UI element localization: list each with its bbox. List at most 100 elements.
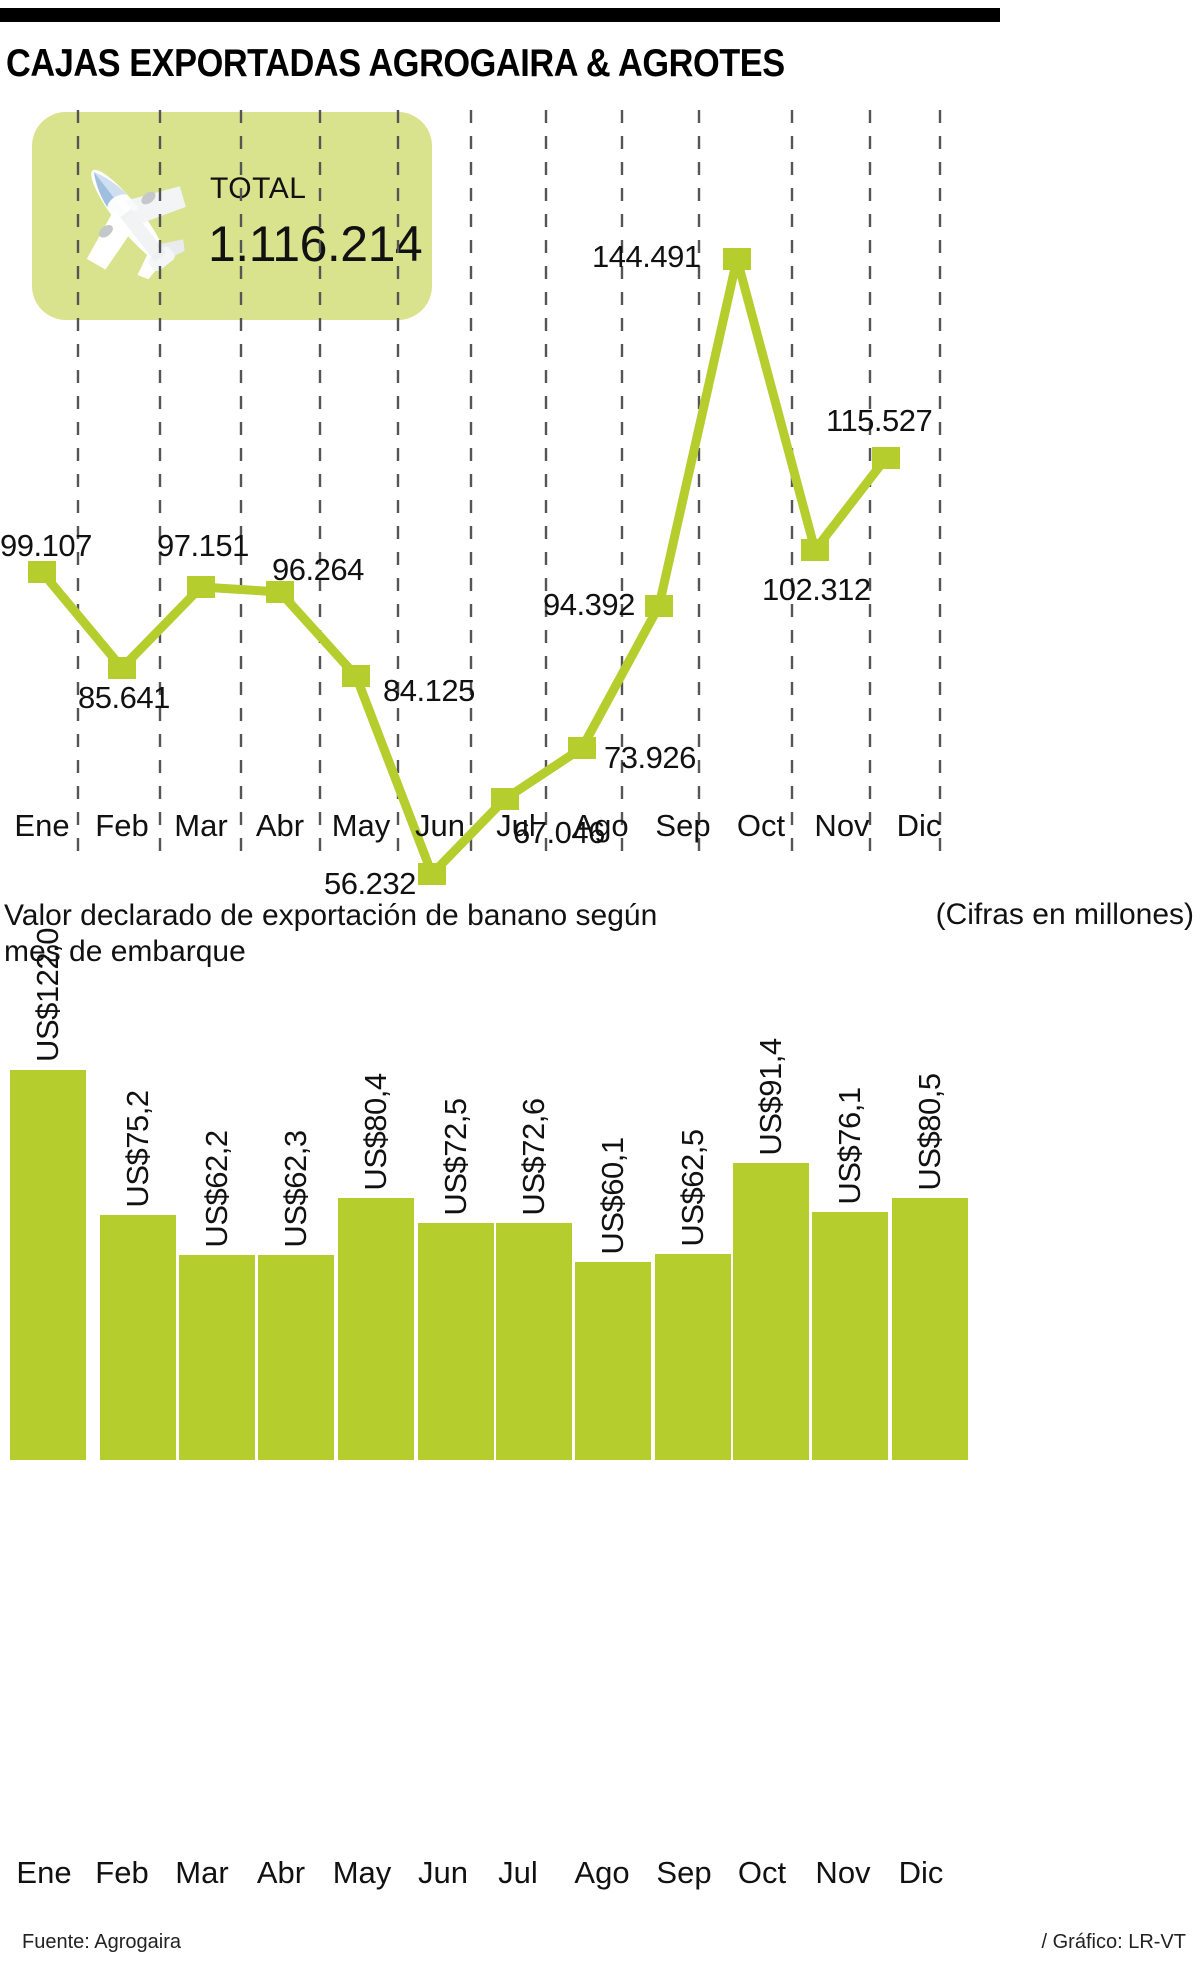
bar-rect xyxy=(655,1254,731,1460)
source-note: Fuente: Agrogaira xyxy=(22,1931,181,1953)
line-marker xyxy=(28,561,56,583)
bar-month-label-oct: Oct xyxy=(737,1855,787,1890)
month-label-oct: Oct xyxy=(736,808,786,843)
bar-month-label-mar: Mar xyxy=(175,1855,229,1890)
bar-month-label-feb: Feb xyxy=(95,1855,149,1890)
bar-value-label: US$75,2 xyxy=(120,1089,155,1208)
bar-column: US$76,1 xyxy=(812,1010,888,1460)
month-label-nov: Nov xyxy=(814,808,870,843)
bar-value-label: US$80,4 xyxy=(358,1072,393,1191)
bar-month-label-ago: Ago xyxy=(574,1855,630,1890)
bar-month-label-ene: Ene xyxy=(16,1855,72,1890)
month-label-abr: Abr xyxy=(255,808,305,843)
bar-chart-month-axis: Ene Feb Mar Abr May Jun Jul Ago Sep Oct Nov Dic xyxy=(0,1855,1200,1901)
bar-value-label: US$72,5 xyxy=(438,1097,473,1216)
bar-rect xyxy=(812,1212,888,1460)
bar-rect xyxy=(575,1262,651,1460)
credit-note: / Gráfico: LR-VT xyxy=(1041,1931,1186,1953)
bar-month-label-jul: Jul xyxy=(498,1855,538,1890)
bar-month-label-nov: Nov xyxy=(815,1855,871,1890)
bar-rect xyxy=(892,1198,968,1460)
line-data-label: 144.491 xyxy=(592,239,701,274)
bar-column: US$91,4 xyxy=(733,1010,809,1460)
bar-value-label: US$62,5 xyxy=(675,1128,710,1247)
bar-column: US$62,2 xyxy=(179,1010,255,1460)
line-marker xyxy=(342,665,370,687)
bar-rect xyxy=(10,1070,86,1460)
line-marker xyxy=(872,447,900,469)
bar-column: US$72,5 xyxy=(418,1010,494,1460)
bar-value-label: US$72,6 xyxy=(516,1097,551,1216)
line-marker xyxy=(491,788,519,810)
line-data-label: 102.312 xyxy=(762,572,871,607)
line-data-label: 94.392 xyxy=(543,587,635,622)
month-label-jul: Jul xyxy=(496,808,536,843)
bar-value-label: US$60,1 xyxy=(595,1136,630,1255)
bar-month-label-sep: Sep xyxy=(656,1855,712,1890)
page-title: CAJAS EXPORTADAS AGROGAIRA & AGROTES xyxy=(6,42,785,85)
month-label-feb: Feb xyxy=(95,808,149,843)
bar-rect xyxy=(100,1215,176,1460)
bar-column: US$80,4 xyxy=(338,1010,414,1460)
bar-column: US$60,1 xyxy=(575,1010,651,1460)
bar-rect xyxy=(179,1255,255,1460)
line-data-label: 97.151 xyxy=(157,528,249,563)
line-data-label: 67.046 xyxy=(513,815,605,850)
bar-column: US$62,3 xyxy=(258,1010,334,1460)
line-chart: 99.107 85.641 97.151 96.264 84.125 56.232 67.0… xyxy=(0,100,1200,901)
bar-column: US$62,5 xyxy=(655,1010,731,1460)
line-data-label: 56.232 xyxy=(324,866,416,901)
line-chart-month-axis: Ene Feb Mar Abr May Jun Jul Ago Sep Oct Nov Dic xyxy=(0,808,1200,854)
top-rule-divider xyxy=(0,8,1000,22)
bar-month-label-jun: Jun xyxy=(418,1855,468,1890)
bar-rect xyxy=(733,1163,809,1460)
line-marker xyxy=(187,576,215,598)
bar-value-label: US$62,2 xyxy=(199,1129,234,1248)
month-label-ago: Ago xyxy=(573,808,629,843)
month-label-sep: Sep xyxy=(655,808,711,843)
bar-rect xyxy=(258,1255,334,1460)
airplane-icon xyxy=(62,152,197,282)
month-label-jun: Jun xyxy=(415,808,465,843)
bar-rect xyxy=(338,1198,414,1460)
bar-chart: US$122,0 US$75,2 US$62,2 US$62,3 US$80,4 US$7… xyxy=(0,928,1200,1460)
bar-rect xyxy=(418,1223,494,1460)
bar-column: US$72,6 xyxy=(496,1010,572,1460)
bar-value-label: US$76,1 xyxy=(832,1086,867,1205)
bar-value-label: US$122,0 xyxy=(30,928,65,1062)
bar-value-label: US$91,4 xyxy=(753,1037,788,1156)
line-data-label: 115.527 xyxy=(826,403,933,438)
line-data-label: 96.264 xyxy=(272,552,364,587)
line-series-path xyxy=(38,257,890,883)
line-chart-svg xyxy=(28,110,942,885)
total-value: 1.116.214 xyxy=(208,216,423,272)
month-label-mar: Mar xyxy=(174,808,228,843)
month-label-ene: Ene xyxy=(14,808,70,843)
bar-value-label: US$80,5 xyxy=(912,1072,947,1191)
line-data-label: 99.107 xyxy=(0,528,92,563)
line-marker xyxy=(568,737,596,759)
line-marker xyxy=(418,863,446,885)
line-marker xyxy=(723,248,751,270)
bar-column: US$80,5 xyxy=(892,1010,968,1460)
line-marker xyxy=(645,595,673,617)
bar-column: US$122,0 xyxy=(10,928,86,1460)
bar-value-label: US$62,3 xyxy=(278,1129,313,1248)
bar-column: US$75,2 xyxy=(100,1010,176,1460)
line-marker xyxy=(801,539,829,561)
month-label-dic: Dic xyxy=(896,808,942,843)
line-marker xyxy=(108,657,136,679)
total-card: TOTAL 1.116.214 xyxy=(32,112,432,320)
bar-month-label-may: May xyxy=(332,1855,392,1890)
bar-rect xyxy=(496,1223,572,1460)
line-data-label: 73.926 xyxy=(604,740,696,775)
units-note: (Cifras en millones) xyxy=(935,898,1194,931)
total-label: TOTAL xyxy=(210,172,307,205)
bar-month-label-abr: Abr xyxy=(256,1855,306,1890)
line-data-label: 84.125 xyxy=(383,673,475,708)
month-label-may: May xyxy=(331,808,391,843)
bar-month-label-dic: Dic xyxy=(898,1855,944,1890)
line-data-label: 85.641 xyxy=(78,680,170,715)
line-marker xyxy=(266,581,294,603)
